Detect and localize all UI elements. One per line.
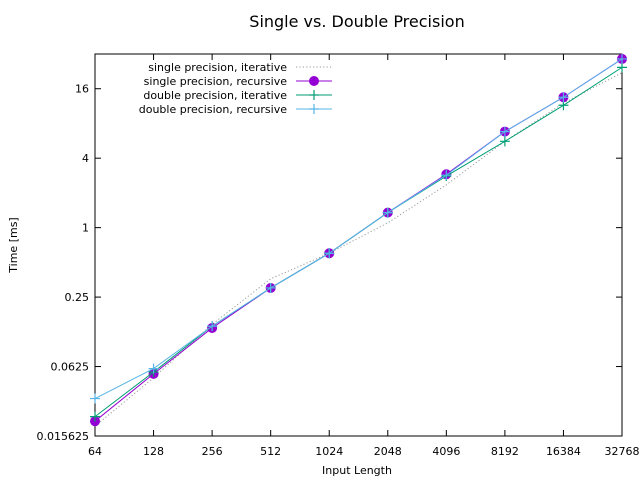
x-tick-label: 512 <box>260 445 281 458</box>
legend-label: single precision, iterative <box>148 61 287 74</box>
data-point <box>441 170 452 181</box>
x-tick-label: 2048 <box>374 445 402 458</box>
data-point <box>499 126 510 137</box>
axis-ticks: 64 128 256 512 1024 2048 4096 8192 16384 32768 0.0… <box>37 54 640 458</box>
data-point <box>207 321 218 332</box>
x-tick-label: 32768 <box>605 445 640 458</box>
x-tick-label: 256 <box>202 445 223 458</box>
chart-title: Single vs. Double Precision <box>249 12 464 31</box>
x-axis-label: Input Length <box>322 464 392 477</box>
x-tick-label: 16384 <box>546 445 581 458</box>
series-layer <box>90 53 627 427</box>
data-point <box>90 411 100 422</box>
x-tick-label: 8192 <box>491 445 519 458</box>
x-tick-label: 64 <box>88 445 102 458</box>
series-line <box>94 66 623 418</box>
series-line <box>94 58 623 399</box>
legend-marker <box>309 76 319 86</box>
y-tick-label: 0.25 <box>65 291 90 304</box>
legend-label: single precision, recursive <box>144 75 288 88</box>
data-point <box>324 248 335 259</box>
data-point <box>90 393 100 404</box>
x-tick-label: 128 <box>143 445 164 458</box>
plot-frame <box>94 53 623 437</box>
series-single-precision-iterative <box>94 72 623 427</box>
series-double-precision-recursive <box>90 53 627 404</box>
legend-marker <box>309 104 319 114</box>
data-point <box>617 62 627 73</box>
legend-label: double precision, iterative <box>143 89 287 102</box>
data-point <box>617 53 627 64</box>
legend-marker <box>309 90 319 100</box>
y-tick-label: 0.015625 <box>37 430 90 443</box>
y-tick-label: 4 <box>82 152 89 165</box>
y-tick-label: 0.0625 <box>51 361 90 374</box>
data-point <box>148 363 159 374</box>
x-tick-label: 4096 <box>432 445 460 458</box>
data-point <box>265 282 276 293</box>
data-point <box>558 92 569 103</box>
series-double-precision-iterative <box>90 62 627 422</box>
series-line <box>94 72 623 427</box>
y-axis-label: Time [ms] <box>7 217 20 273</box>
data-point <box>382 207 393 218</box>
y-tick-label: 1 <box>82 222 89 235</box>
x-tick-label: 1024 <box>315 445 343 458</box>
y-tick-label: 16 <box>75 83 89 96</box>
data-point <box>499 136 510 147</box>
legend-label: double precision, recursive <box>139 103 287 116</box>
